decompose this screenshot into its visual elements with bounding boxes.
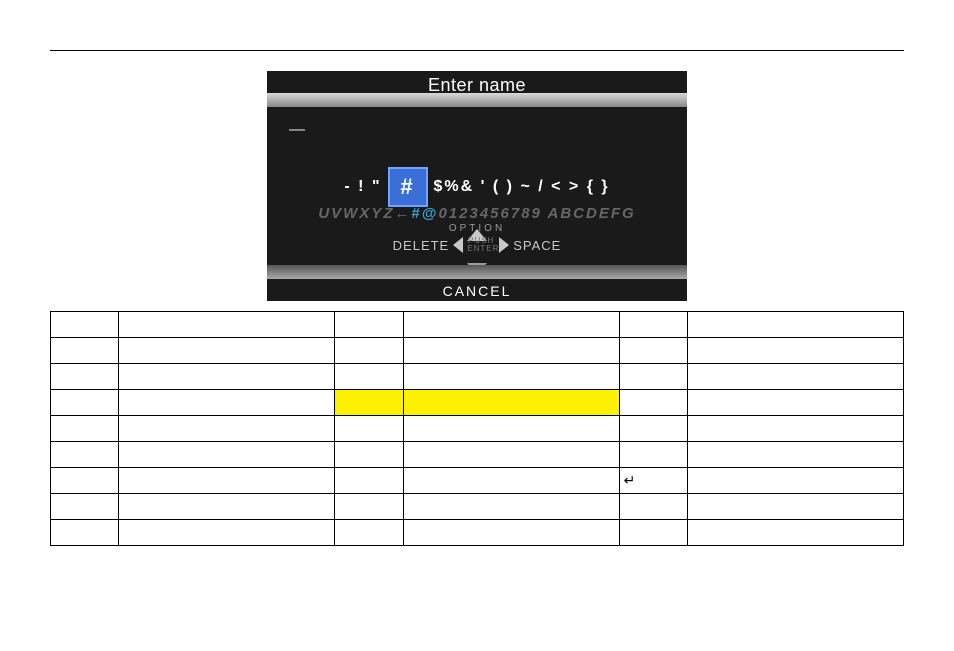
table-cell	[119, 442, 335, 468]
table-cell	[403, 468, 619, 494]
text-cursor: —	[289, 121, 305, 139]
delete-label[interactable]: DELETE	[393, 238, 450, 253]
symbols-post: $%& ' ( ) ~ / < > { }	[434, 178, 610, 196]
alpha-row: UVWXYZ←#@0123456789 ABCDEFG	[267, 205, 687, 222]
table-cell	[51, 468, 119, 494]
table-cell	[51, 312, 119, 338]
table-cell	[687, 338, 903, 364]
character-table: ↵	[50, 311, 904, 546]
mid-right: ABCDEFG	[542, 205, 636, 222]
table-cell	[119, 364, 335, 390]
band-top	[267, 93, 687, 107]
table-cell	[403, 364, 619, 390]
table-cell	[687, 312, 903, 338]
symbols-pre: - ! "	[344, 178, 381, 196]
table-cell	[335, 494, 403, 520]
table-cell	[687, 364, 903, 390]
table-cell	[619, 364, 687, 390]
top-rule	[50, 50, 904, 51]
table-cell	[619, 442, 687, 468]
table-cell	[51, 364, 119, 390]
table-cell	[619, 416, 687, 442]
symbol-row: - ! " # $%& ' ( ) ~ / < > { }	[267, 167, 687, 207]
table-cell	[687, 390, 903, 416]
screenshot-container: Enter name — - ! " # $%& ' ( ) ~ / < > {…	[50, 71, 904, 301]
table-cell	[119, 312, 335, 338]
table-cell	[619, 390, 687, 416]
table-row	[51, 442, 904, 468]
table-row	[51, 312, 904, 338]
table-cell	[51, 494, 119, 520]
table-cell	[335, 442, 403, 468]
table-cell	[687, 468, 903, 494]
band-bottom	[267, 265, 687, 279]
table-cell	[687, 520, 903, 546]
hash-highlight[interactable]: #	[388, 167, 428, 207]
table-cell: ↵	[619, 468, 687, 494]
return-icon: ↵	[624, 472, 636, 488]
table-cell	[51, 416, 119, 442]
table-cell	[335, 468, 403, 494]
table-cell	[687, 494, 903, 520]
table-row	[51, 364, 904, 390]
table-cell	[403, 312, 619, 338]
table-cell	[119, 416, 335, 442]
enter-button[interactable]: PUSH ENTER	[467, 237, 495, 253]
table-cell	[51, 338, 119, 364]
table-cell	[403, 494, 619, 520]
table-row	[51, 494, 904, 520]
table-cell	[51, 442, 119, 468]
table-cell	[619, 312, 687, 338]
table-cell	[687, 442, 903, 468]
table-cell	[335, 520, 403, 546]
table-cell	[403, 390, 619, 416]
table-row	[51, 338, 904, 364]
table-cell	[335, 416, 403, 442]
table-cell	[335, 364, 403, 390]
table-cell	[119, 468, 335, 494]
table-cell	[335, 312, 403, 338]
device-screenshot: Enter name — - ! " # $%& ' ( ) ~ / < > {…	[267, 71, 687, 301]
table-cell	[335, 338, 403, 364]
table-cell	[403, 416, 619, 442]
table-cell	[51, 520, 119, 546]
table-cell	[403, 520, 619, 546]
table-cell	[403, 442, 619, 468]
table-row	[51, 390, 904, 416]
table-row: ↵	[51, 468, 904, 494]
right-arrow-icon[interactable]	[499, 237, 509, 253]
table-cell	[335, 390, 403, 416]
table-row	[51, 520, 904, 546]
table-cell	[119, 494, 335, 520]
table-cell	[119, 338, 335, 364]
table-cell	[619, 520, 687, 546]
cancel-label[interactable]: CANCEL	[267, 283, 687, 299]
table-row	[51, 416, 904, 442]
mid-nums: 0123456789	[438, 205, 541, 222]
left-arrow-icon[interactable]	[453, 237, 463, 253]
table-cell	[619, 338, 687, 364]
table-cell	[119, 520, 335, 546]
mid-highlight: #@	[411, 205, 438, 222]
table-cell	[687, 416, 903, 442]
space-label[interactable]: SPACE	[513, 238, 561, 253]
mid-left: UVWXYZ←	[318, 205, 411, 222]
table-cell	[403, 338, 619, 364]
control-row: DELETE PUSH ENTER SPACE	[267, 237, 687, 253]
table-cell	[119, 390, 335, 416]
table-cell	[619, 494, 687, 520]
table-cell	[51, 390, 119, 416]
